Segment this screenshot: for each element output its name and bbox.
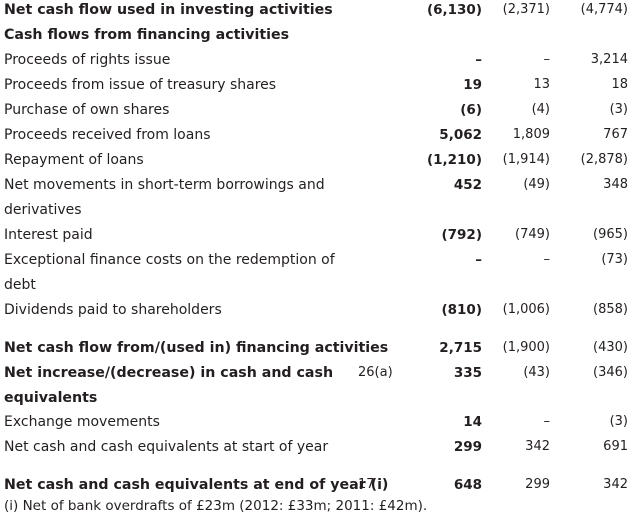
- value-2011: (858): [593, 302, 628, 317]
- row-label: Proceeds from issue of treasury shares: [4, 77, 277, 93]
- note-reference: 17: [358, 477, 375, 492]
- value-2011: 342: [603, 477, 628, 492]
- table-row: Interest paid (792) (749) (965): [0, 225, 634, 247]
- row-label: Dividends paid to shareholders: [4, 302, 222, 318]
- row-label: Exceptional finance costs on the redempt…: [4, 252, 335, 268]
- row-label: Proceeds of rights issue: [4, 52, 171, 68]
- row-label: Interest paid: [4, 227, 93, 243]
- value-2012: 1,809: [512, 127, 550, 142]
- table-row: Cash flows from financing activities: [0, 25, 634, 47]
- value-2012: (1,914): [502, 152, 550, 167]
- value-2011: 18: [611, 77, 628, 92]
- table-row: Proceeds from issue of treasury shares 19…: [0, 75, 634, 97]
- table-row: Proceeds of rights issue – – 3,214: [0, 50, 634, 72]
- row-label: equivalents: [4, 390, 98, 406]
- value-2011: 3,214: [590, 52, 628, 67]
- value-2013: (810): [441, 302, 482, 318]
- row-label: Cash flows from financing activities: [4, 27, 290, 43]
- row-label: Net cash flow from/(used in) financing a…: [4, 340, 389, 356]
- value-2012: –: [543, 414, 551, 429]
- value-2013: 299: [453, 439, 482, 455]
- value-2011: 767: [603, 127, 628, 142]
- value-2012: –: [543, 252, 551, 267]
- value-2013: 19: [463, 77, 482, 93]
- value-2011: (2,878): [580, 152, 628, 167]
- value-2013: 335: [453, 365, 482, 381]
- row-label: Net increase/(decrease) in cash and cash: [4, 365, 334, 381]
- table-row: Net cash and cash equivalents at end of …: [0, 475, 634, 497]
- value-2011: 691: [603, 439, 628, 454]
- value-2012: 342: [525, 439, 550, 454]
- table-row: Net cash flow used in investing activiti…: [0, 0, 634, 22]
- value-2011: 348: [603, 177, 628, 192]
- table-row: Exchange movements 14 – (3): [0, 412, 634, 434]
- value-2012: –: [543, 52, 551, 67]
- table-row: Net increase/(decrease) in cash and cash…: [0, 363, 634, 385]
- value-2013: –: [475, 52, 482, 68]
- value-2012: (1,900): [502, 340, 550, 355]
- row-label: Repayment of loans: [4, 152, 144, 168]
- table-row: equivalents: [0, 388, 634, 410]
- value-2011: (965): [593, 227, 628, 242]
- table-row: Net cash flow from/(used in) financing a…: [0, 338, 634, 360]
- value-2012: 13: [533, 77, 550, 92]
- value-2013: (6): [460, 102, 482, 118]
- value-2012: (2,371): [502, 2, 550, 17]
- row-label: Proceeds received from loans: [4, 127, 211, 143]
- value-2013: 14: [463, 414, 482, 430]
- row-label: Exchange movements: [4, 414, 160, 430]
- value-2012: (749): [515, 227, 550, 242]
- value-2011: (346): [593, 365, 628, 380]
- row-label: derivatives: [4, 202, 82, 218]
- value-2012: (43): [523, 365, 550, 380]
- value-2013: (1,210): [426, 152, 482, 168]
- table-row: derivatives: [0, 200, 634, 222]
- value-2011: (4,774): [580, 2, 628, 17]
- row-label: debt: [4, 277, 36, 293]
- value-2012: (4): [531, 102, 550, 117]
- value-2013: –: [475, 252, 482, 268]
- value-2011: (3): [609, 414, 628, 429]
- table-row: Net cash and cash equivalents at start o…: [0, 437, 634, 459]
- row-label: Net cash and cash equivalents at start o…: [4, 439, 329, 455]
- table-row: Exceptional finance costs on the redempt…: [0, 250, 634, 272]
- table-row: Proceeds received from loans 5,062 1,809 76…: [0, 125, 634, 147]
- table-row: Purchase of own shares (6) (4) (3): [0, 100, 634, 122]
- value-2011: (73): [601, 252, 628, 267]
- row-label: Purchase of own shares: [4, 102, 170, 118]
- value-2013: (792): [441, 227, 482, 243]
- note-reference: 26(a): [358, 365, 393, 380]
- table-row: Dividends paid to shareholders (810) (1,00…: [0, 300, 634, 322]
- value-2011: (430): [593, 340, 628, 355]
- value-2013: 648: [453, 477, 482, 493]
- value-2012: 299: [525, 477, 550, 492]
- row-label: Net cash and cash equivalents at end of …: [4, 477, 389, 493]
- table-row: debt: [0, 275, 634, 297]
- value-2012: (1,006): [502, 302, 550, 317]
- footnote: (i) Net of bank overdrafts of £23m (2012…: [4, 498, 428, 514]
- value-2013: 5,062: [439, 127, 482, 143]
- row-label: Net cash flow used in investing activiti…: [4, 2, 333, 18]
- value-2013: 2,715: [439, 340, 482, 356]
- row-label: Net movements in short-term borrowings a…: [4, 177, 325, 193]
- table-row: Net movements in short-term borrowings a…: [0, 175, 634, 197]
- value-2011: (3): [609, 102, 628, 117]
- value-2013: 452: [453, 177, 482, 193]
- table-row: Repayment of loans (1,210) (1,914) (2,878): [0, 150, 634, 172]
- value-2012: (49): [523, 177, 550, 192]
- value-2013: (6,130): [426, 2, 482, 18]
